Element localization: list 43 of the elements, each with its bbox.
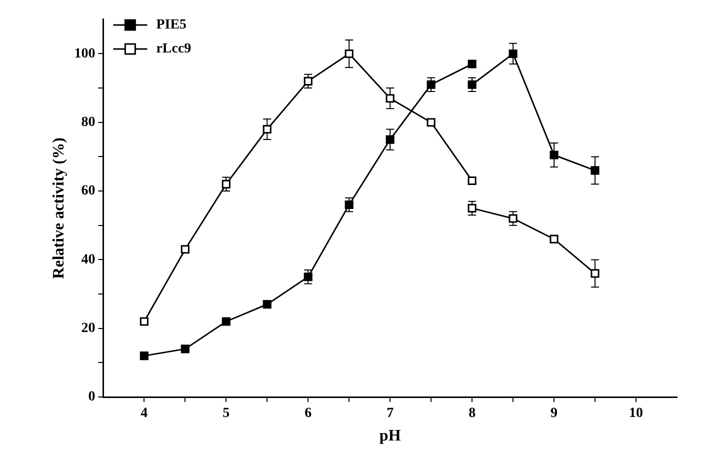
y-tick-label: 0: [88, 390, 96, 405]
point: [468, 60, 476, 68]
point: [468, 80, 476, 89]
point: [222, 180, 230, 188]
y-tick-label: 40: [81, 252, 96, 268]
x-tick-label: 5: [222, 406, 230, 422]
point: [304, 272, 312, 282]
point: [180, 245, 190, 254]
x-tick-label: 10: [629, 406, 644, 422]
legend-label: PIE5: [156, 18, 187, 33]
point: [508, 49, 518, 58]
y-tick-label: 60: [81, 184, 96, 199]
point: [550, 234, 558, 244]
y-tick-label: 80: [81, 114, 96, 130]
point: [304, 76, 312, 86]
x-tick-label: 6: [304, 406, 312, 422]
point: [468, 204, 476, 212]
x-tick-label: 9: [550, 406, 558, 422]
point: [590, 166, 600, 175]
x-tick-label: 8: [468, 406, 476, 422]
y-tick-label: 20: [81, 320, 96, 336]
legend-label: rLcc9: [156, 42, 192, 57]
point: [344, 49, 354, 58]
x-tick-label: 4: [140, 406, 148, 422]
point: [344, 200, 354, 210]
y-tick-label: 100: [74, 46, 96, 62]
point: [180, 344, 190, 354]
point: [140, 317, 148, 326]
y-axis-title: Relative activity (%): [50, 138, 68, 279]
point: [426, 80, 436, 89]
point: [262, 300, 272, 309]
point: [222, 317, 230, 326]
point: [468, 176, 476, 186]
point: [262, 124, 272, 134]
x-axis-title: pH: [379, 428, 402, 445]
point: [426, 118, 436, 127]
point: [508, 214, 518, 223]
point: [590, 269, 600, 278]
point: [386, 94, 394, 103]
point: [140, 352, 148, 360]
x-tick-label: 7: [386, 406, 394, 422]
point: [386, 135, 394, 144]
point: [550, 150, 558, 160]
